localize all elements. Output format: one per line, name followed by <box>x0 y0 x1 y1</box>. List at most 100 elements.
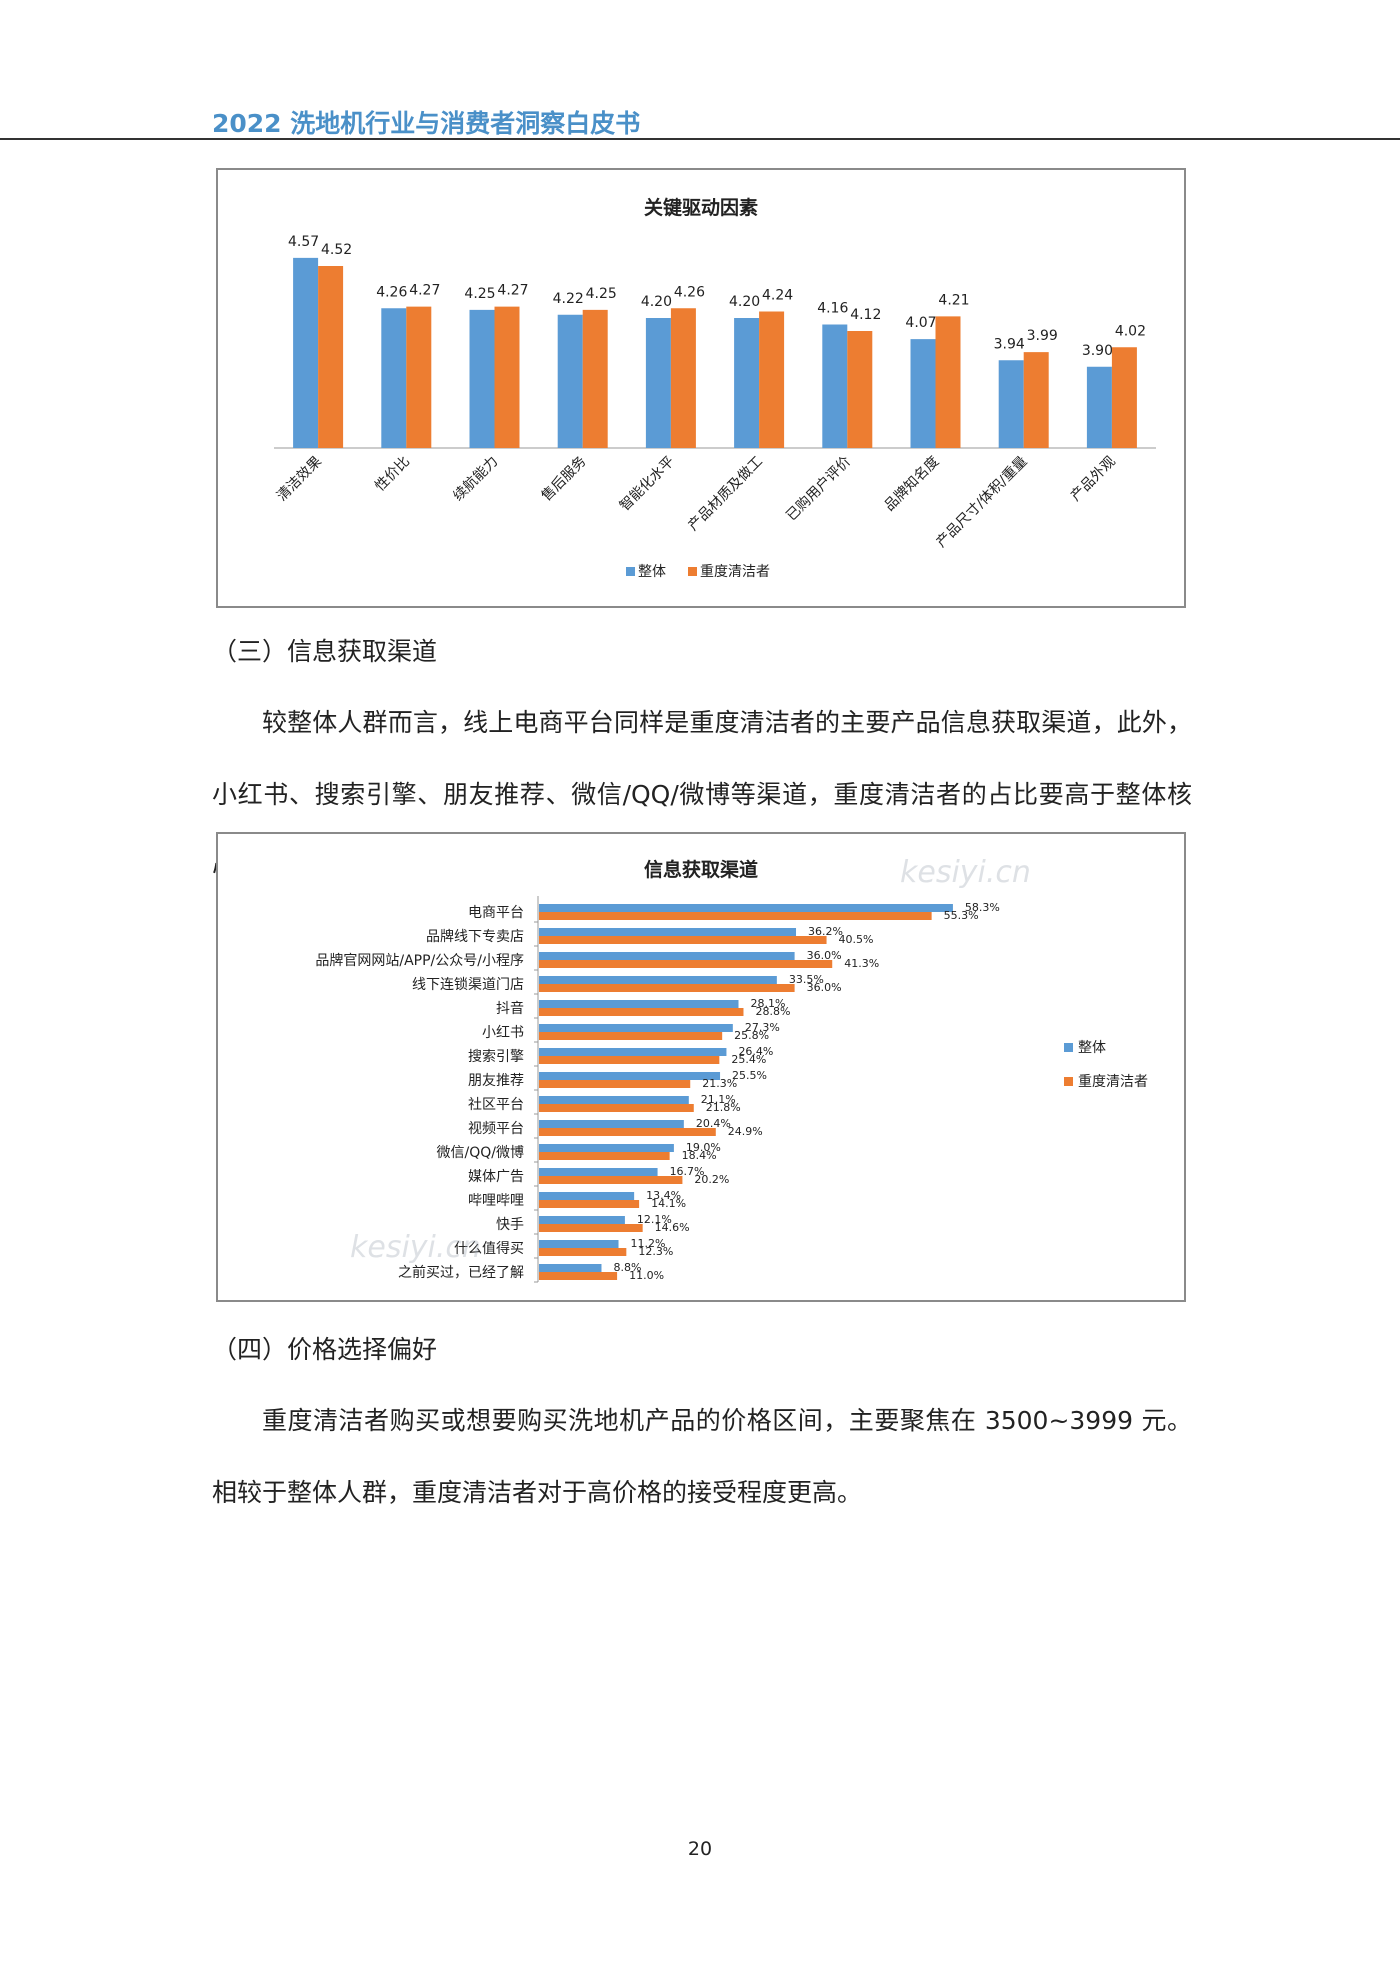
data-label: 4.22 <box>553 291 584 307</box>
bar-overall <box>998 360 1024 448</box>
category-tick-label: 哔哩哔哩 <box>468 1193 524 1209</box>
legend-swatch <box>1064 1043 1073 1052</box>
category-tick-label: 售后服务 <box>539 454 590 505</box>
bar-heavy-cleaner <box>539 936 827 944</box>
data-label: 8.8% <box>613 1261 641 1274</box>
data-label: 4.16 <box>817 301 848 317</box>
bar-heavy-cleaner <box>935 316 961 448</box>
bar-heavy-cleaner <box>582 309 608 448</box>
bar-heavy-cleaner <box>539 1248 627 1256</box>
category-tick-label: 品牌官网网站/APP/公众号/小程序 <box>315 952 524 969</box>
bar-overall <box>539 976 777 984</box>
data-label: 4.57 <box>288 234 319 250</box>
section-heading-info-channels: （三）信息获取渠道 <box>212 637 438 666</box>
legend-swatch <box>1064 1077 1073 1086</box>
data-label: 4.26 <box>376 284 407 300</box>
category-tick-label: 品牌知名度 <box>881 453 943 515</box>
data-label: 4.27 <box>409 283 440 299</box>
bar-heavy-cleaner <box>539 1056 720 1064</box>
data-label: 25.5% <box>732 1069 767 1082</box>
category-tick-label: 产品尺寸/体积/重量 <box>933 454 1030 551</box>
bar-heavy-cleaner <box>539 1152 670 1160</box>
category-tick-label: 抖音 <box>496 1000 524 1017</box>
category-tick-label: 什么值得买 <box>454 1240 524 1257</box>
data-label: 3.90 <box>1082 343 1113 359</box>
category-tick-label: 清洁效果 <box>274 454 325 505</box>
data-label: 4.25 <box>464 286 495 302</box>
bar-heavy-cleaner <box>670 308 696 448</box>
bar-overall <box>539 1000 739 1008</box>
bar-heavy-cleaner <box>539 912 932 920</box>
category-tick-label: 已购用户评价 <box>783 453 854 524</box>
data-label: 14.6% <box>655 1221 690 1234</box>
bar-heavy-cleaner <box>1023 352 1049 448</box>
data-label: 4.20 <box>729 294 760 310</box>
bar-heavy-cleaner <box>539 1080 691 1088</box>
bar-overall <box>539 1096 689 1104</box>
data-label: 36.0% <box>807 981 842 994</box>
data-label: 4.26 <box>674 284 705 300</box>
category-tick-label: 之前买过，已经了解 <box>398 1264 524 1281</box>
data-label: 19.0% <box>686 1141 721 1154</box>
data-label: 20.4% <box>696 1117 731 1130</box>
bar-heavy-cleaner <box>1111 347 1137 448</box>
data-label: 20.2% <box>694 1173 729 1186</box>
section-heading-price-preference: （四）价格选择偏好 <box>212 1335 438 1364</box>
data-label: 41.3% <box>844 957 879 970</box>
data-label: 55.3% <box>944 909 979 922</box>
data-label: 12.1% <box>637 1213 672 1226</box>
data-label: 13.4% <box>646 1189 681 1202</box>
category-tick-label: 朋友推荐 <box>468 1073 524 1089</box>
data-label: 4.24 <box>762 288 793 304</box>
bar-overall <box>539 1264 602 1272</box>
data-label: 3.99 <box>1027 328 1058 344</box>
category-tick-label: 微信/QQ/微博 <box>437 1144 524 1161</box>
bar-overall <box>469 309 495 448</box>
category-tick-label: 小红书 <box>482 1025 524 1041</box>
data-label: 4.52 <box>321 242 352 258</box>
data-label: 12.3% <box>638 1245 673 1258</box>
data-label: 21.3% <box>702 1077 737 1090</box>
data-label: 4.12 <box>850 307 881 323</box>
bar-overall <box>1086 366 1112 448</box>
data-label: 33.5% <box>789 973 824 986</box>
bar-heavy-cleaner <box>759 311 785 448</box>
bar-heavy-cleaner <box>539 1176 683 1184</box>
chart-title: 关键驱动因素 <box>644 196 758 219</box>
category-tick-label: 快手 <box>496 1217 524 1233</box>
bar-heavy-cleaner <box>847 331 873 448</box>
data-label: 18.4% <box>682 1149 717 1162</box>
data-label: 24.9% <box>728 1125 763 1138</box>
data-label: 4.07 <box>905 315 936 331</box>
bar-overall <box>539 1120 684 1128</box>
legend-swatch <box>626 567 635 576</box>
bar-heavy-cleaner <box>539 1128 716 1136</box>
bar-heavy-cleaner <box>539 1224 643 1232</box>
bar-overall <box>734 318 760 448</box>
bar-heavy-cleaner <box>539 1272 618 1280</box>
bar-overall <box>539 1192 635 1200</box>
category-tick-label: 产品外观 <box>1068 454 1119 505</box>
data-label: 4.27 <box>497 283 528 299</box>
bar-overall <box>557 314 583 448</box>
info-channels-chart: 信息获取渠道 电商平台 58.3% 55.3% 品牌线下专卖店 36.2% 40.5% 品牌官… <box>216 832 1186 1302</box>
data-label: 36.2% <box>808 925 843 938</box>
data-label: 3.94 <box>994 336 1025 352</box>
legend-label: 整体 <box>638 564 666 580</box>
header-divider <box>0 138 1400 140</box>
category-tick-label: 搜索引擎 <box>468 1048 524 1065</box>
legend-label: 整体 <box>1078 1040 1106 1056</box>
legend-swatch <box>688 567 697 576</box>
bar-overall <box>293 257 319 448</box>
bar-heavy-cleaner <box>539 984 795 992</box>
data-label: 4.21 <box>938 292 969 308</box>
data-label: 14.1% <box>651 1197 686 1210</box>
bar-overall <box>645 318 671 448</box>
bar-heavy-cleaner <box>539 1032 723 1040</box>
data-label: 58.3% <box>965 901 1000 914</box>
data-label: 36.0% <box>807 949 842 962</box>
bar-overall <box>539 1048 727 1056</box>
data-label: 26.4% <box>738 1045 773 1058</box>
